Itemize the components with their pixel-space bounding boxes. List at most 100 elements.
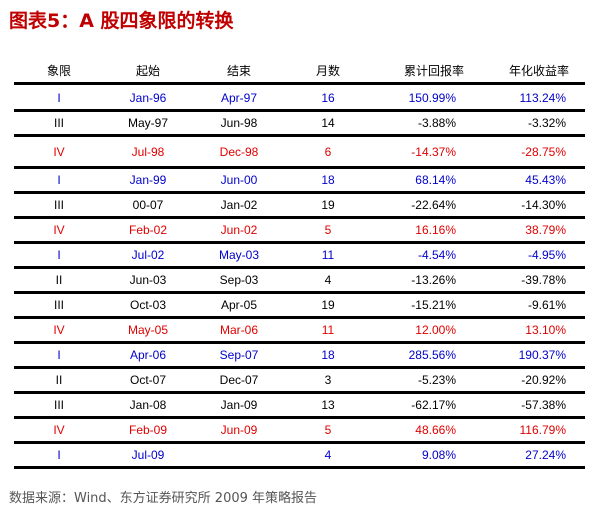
cell-q: I [57,173,61,187]
cell-ann: -39.78% [521,273,566,287]
cell-end: May-03 [218,248,260,262]
cell-ann: -57.38% [521,398,566,412]
cell-months: 11 [321,323,335,337]
cell-end: Jan-02 [220,198,258,212]
cell-q: IV [53,144,65,159]
cell-start: Jul-02 [131,248,165,262]
cell-end: Mar-06 [219,323,259,337]
cell-start: Jan-99 [129,173,167,187]
cell-ann: 38.79% [525,223,566,237]
cell-months: 11 [321,248,335,262]
cell-start: Jul-09 [131,448,165,462]
cell-ann: -28.75% [521,144,566,159]
cell-months: 19 [321,198,335,212]
table-row: II Jun-03 Sep-03 4 -13.26% -39.78% [14,269,585,294]
cell-months: 5 [324,223,332,237]
cell-end: Jun-98 [220,116,258,130]
header-months: 月数 [315,64,341,78]
cell-start: Oct-07 [129,373,167,387]
table-row: III 00-07 Jan-02 19 -22.64% -14.30% [14,194,585,219]
cell-cum: 48.66% [415,423,456,437]
cell-end: Jun-09 [220,423,258,437]
cell-q: II [55,373,63,387]
header-cumulative-return: 累计回报率 [403,64,465,78]
cell-cum: 68.14% [415,173,456,187]
cell-cum: -4.54% [417,248,456,262]
cell-ann: -20.92% [521,373,566,387]
table-row: III Jan-08 Jan-09 13 -62.17% -57.38% [14,394,585,419]
cell-ann: 190.37% [518,348,566,362]
header-start: 起始 [135,64,161,78]
cell-start: Apr-06 [129,348,167,362]
cell-q: III [53,116,65,130]
cell-start: Feb-09 [128,423,168,437]
cell-months: 6 [324,144,332,159]
cell-months: 18 [321,173,335,187]
cell-ann: -9.61% [527,298,566,312]
cell-cum: -14.37% [411,144,456,159]
table-header: 象限 起始 结束 月数 累计回报率 年化收益率 [14,60,585,85]
cell-start: Oct-03 [129,298,167,312]
cell-start: 00-07 [132,198,164,212]
cell-cum: -62.17% [411,398,456,412]
cell-end: Sep-07 [219,348,259,362]
cell-cum: -15.21% [411,298,456,312]
cell-months: 14 [321,116,335,130]
cell-end: Jan-09 [220,398,258,412]
cell-end: Jun-02 [220,223,258,237]
cell-months: 16 [321,91,335,105]
table-row: I Jul-02 May-03 11 -4.54% -4.95% [14,244,585,269]
cell-q: IV [53,423,65,437]
cell-months: 13 [321,398,335,412]
cell-ann: 45.43% [525,173,566,187]
cell-start: Jan-96 [129,91,167,105]
cell-q: I [57,248,61,262]
cell-ann: -14.30% [521,198,566,212]
table-row: I Apr-06 Sep-07 18 285.56% 190.37% [14,344,585,369]
table-row: I Jan-99 Jun-00 18 68.14% 45.43% [14,169,585,194]
cell-q: II [55,273,63,287]
cell-end: Jun-00 [220,173,258,187]
cell-start: Jun-03 [129,273,167,287]
cell-ann: 116.79% [519,423,566,437]
cell-end: Sep-03 [219,273,259,287]
table-row: II Oct-07 Dec-07 3 -5.23% -20.92% [14,369,585,394]
cell-months: 5 [324,423,332,437]
cell-cum: 150.99% [408,91,456,105]
cell-start: Jul-98 [131,144,165,159]
cell-cum: -5.23% [417,373,456,387]
cell-ann: 113.24% [519,91,566,105]
cell-ann: -3.32% [527,116,566,130]
table-row: IV Feb-02 Jun-02 5 16.16% 38.79% [14,219,585,244]
table-row: IV Jul-98 Dec-98 6 -14.37% -28.75% [14,137,585,169]
table-body: I Jan-96 Apr-97 16 150.99% 113.24% III May-97 Ju… [14,87,585,469]
cell-cum: 16.16% [415,223,456,237]
cell-q: IV [53,223,65,237]
cell-start: Feb-02 [128,223,168,237]
cell-start: Jan-08 [129,398,167,412]
header-annualized-return: 年化收益率 [508,64,570,78]
cell-q: I [57,348,61,362]
cell-q: I [57,91,61,105]
cell-q: IV [53,323,65,337]
cell-cum: 12.00% [415,323,456,337]
cell-end: Dec-07 [219,373,259,387]
figure-title: 图表5：A 股四象限的转换 [9,10,234,32]
table-row: I Jan-96 Apr-97 16 150.99% 113.24% [14,87,585,112]
cell-ann: -4.95% [527,248,566,262]
cell-cum: -3.88% [417,116,456,130]
table-row: III Oct-03 Apr-05 19 -15.21% -9.61% [14,294,585,319]
cell-start: May-05 [127,323,169,337]
table-row: III May-97 Jun-98 14 -3.88% -3.32% [14,112,585,137]
cell-cum: -22.64% [411,198,456,212]
cell-months: 19 [321,298,335,312]
table-row: IV May-05 Mar-06 11 12.00% 13.10% [14,319,585,344]
header-quadrant: 象限 [46,64,72,78]
table-row: IV Feb-09 Jun-09 5 48.66% 116.79% [14,419,585,444]
cell-q: I [57,448,61,462]
cell-end: Apr-05 [220,298,258,312]
cell-ann: 27.24% [525,448,566,462]
cell-cum: 9.08% [421,448,456,462]
cell-q: III [53,298,65,312]
header-end: 结束 [226,64,252,78]
